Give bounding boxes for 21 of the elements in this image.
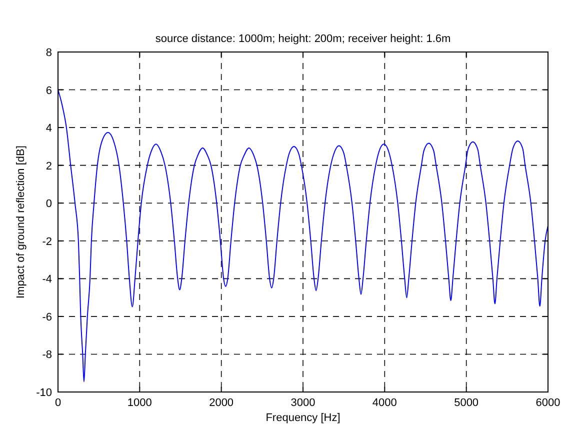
x-tick-label: 0 [54,397,62,409]
line-series [58,89,548,382]
y-tick-label: -8 [42,349,52,362]
y-tick-label: 4 [46,122,52,135]
y-tick-label: 2 [46,160,52,172]
chart-title: source distance: 1000m; height: 200m; receiver height: 1.6m [155,33,451,45]
y-tick-label: -10 [36,387,52,399]
x-tick-label: 2000 [209,397,234,409]
y-tick-label: -4 [42,274,52,286]
y-tick-label: 8 [46,47,52,59]
y-tick-label: -2 [42,236,52,248]
x-axis-title: Frequency [Hz] [266,412,340,424]
x-tick-label: 4000 [372,397,397,409]
x-tick-label: 1000 [127,397,152,409]
x-tick-label: 3000 [290,397,316,409]
x-tick-label: 5000 [454,397,479,409]
y-tick-label: 0 [46,198,52,210]
y-axis-title: Impact of ground reflection [dB] [15,146,27,298]
y-tick-label: 6 [46,84,52,97]
x-tick-label: 6000 [536,397,560,409]
y-tick-label: -6 [42,311,52,324]
